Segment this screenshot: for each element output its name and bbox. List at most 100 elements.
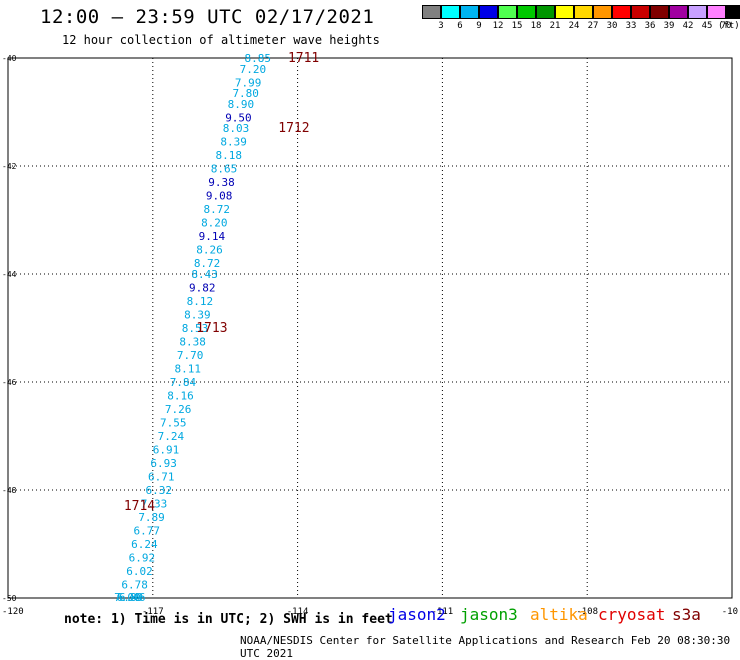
wave-height-point: 6.78 xyxy=(121,579,148,592)
satellite-cryosat: cryosat xyxy=(598,605,666,624)
wave-height-point: 7.99 xyxy=(235,76,262,89)
wave-height-point: 6.91 xyxy=(153,444,180,457)
legend-label: 9 xyxy=(476,21,482,31)
wave-height-point: 9.82 xyxy=(189,282,216,295)
wave-height-point: 7.20 xyxy=(240,63,267,76)
legend-label: 15 xyxy=(511,21,523,31)
legend-swatch xyxy=(707,5,726,19)
page-subtitle: 12 hour collection of altimeter wave hei… xyxy=(62,33,380,47)
footer-note: note: 1) Time is in UTC; 2) SWH is in fe… xyxy=(64,612,393,627)
legend-swatch xyxy=(479,5,498,19)
legend-swatch xyxy=(574,5,593,19)
legend-swatch xyxy=(669,5,688,19)
wave-height-point: 7.55 xyxy=(160,417,187,430)
lat-tick-label: -40 xyxy=(2,54,17,63)
wave-height-point: 6.32 xyxy=(146,484,173,497)
legend-swatch xyxy=(422,5,441,19)
wave-height-point: 8.65 xyxy=(211,163,238,176)
legend-label: 21 xyxy=(549,21,561,31)
legend-label: 36 xyxy=(644,21,656,31)
satellite-s3a: s3a xyxy=(672,605,701,624)
legend-swatch xyxy=(441,5,460,19)
wave-height-point: 7.24 xyxy=(158,430,185,443)
wave-height-point: 8.26 xyxy=(196,244,223,257)
legend-swatch xyxy=(593,5,612,19)
wave-height-point: 8.43 xyxy=(191,268,218,281)
legend-swatch xyxy=(688,5,707,19)
lon-tick-label: -10 xyxy=(722,607,738,617)
wave-height-point: 6.02 xyxy=(126,565,152,578)
wave-height-point: 8.16 xyxy=(167,390,194,403)
wave-height-point: 6.24 xyxy=(131,538,158,551)
time-label: 1711 xyxy=(288,51,319,66)
legend-swatch xyxy=(612,5,631,19)
wave-height-point: 7.26 xyxy=(165,403,192,416)
wave-height-point: 6.71 xyxy=(148,471,175,484)
legend-label: 33 xyxy=(625,21,637,31)
lat-tick-label: -42 xyxy=(2,162,17,171)
wave-height-point: 7.84 xyxy=(170,376,197,389)
wave-height-point: 8.85 xyxy=(245,52,271,65)
lon-tick-label: -120 xyxy=(2,607,24,617)
wave-height-point: 8.72 xyxy=(194,257,221,270)
legend-label: 24 xyxy=(568,21,580,31)
wave-height-point: 8.39 xyxy=(184,309,211,322)
lat-tick-label: -48 xyxy=(2,486,17,495)
footer-credit: NOAA/NESDIS Center for Satellite Applica… xyxy=(240,634,731,660)
time-label: 1712 xyxy=(278,121,309,136)
wave-height-point: 8.11 xyxy=(175,363,202,376)
legend-label: 12 xyxy=(492,21,504,31)
page-title: 12:00 – 23:59 UTC 02/17/2021 xyxy=(40,6,375,28)
legend-unit: (ft) xyxy=(718,21,740,31)
legend-label: 18 xyxy=(530,21,542,31)
satellite-jason2: jason2 xyxy=(388,605,446,624)
wave-height-point: 7.70 xyxy=(177,349,204,362)
time-label: 1714 xyxy=(124,499,155,514)
legend-label: 6 xyxy=(457,21,463,31)
legend-label: 3 xyxy=(438,21,444,31)
wave-height-point: 6.77 xyxy=(133,525,160,538)
wave-height-point: 9.50 xyxy=(225,111,252,124)
legend-label: 42 xyxy=(682,21,694,31)
satellite-jason3: jason3 xyxy=(460,605,518,624)
satellite-altika: altika xyxy=(530,605,588,624)
wave-height-point: 8.03 xyxy=(223,122,250,135)
legend-label: 45 xyxy=(701,21,713,31)
legend-swatch xyxy=(726,5,740,19)
wave-height-point: 6.89 xyxy=(117,591,144,604)
map-frame xyxy=(7,57,733,599)
wave-height-point: 8.53 xyxy=(182,322,209,335)
wave-height-point: 9.08 xyxy=(206,190,233,203)
wave-height-point: 8.20 xyxy=(201,217,228,230)
wave-height-point: 6.92 xyxy=(129,552,156,565)
legend-swatch xyxy=(460,5,479,19)
legend-swatch xyxy=(555,5,574,19)
wave-height-point: 8.18 xyxy=(216,149,243,162)
legend-label: 27 xyxy=(587,21,599,31)
wave-height-point: 7.80 xyxy=(232,87,259,100)
legend-label: 30 xyxy=(606,21,618,31)
lon-tick-label: -114 xyxy=(287,607,309,617)
legend-label: 70 xyxy=(720,21,732,31)
wave-height-point: 9.38 xyxy=(208,176,235,189)
wave-height-point: 8.12 xyxy=(187,295,214,308)
lat-tick-label: -46 xyxy=(2,378,17,387)
wave-height-point: 8.38 xyxy=(179,336,206,349)
wave-height-point: 8.39 xyxy=(220,136,247,149)
lon-tick-label: -108 xyxy=(576,607,598,617)
lat-tick-label: -50 xyxy=(2,594,17,603)
legend-swatch xyxy=(517,5,536,19)
wave-height-point: 6.93 xyxy=(150,457,177,470)
lon-tick-label: -111 xyxy=(432,607,454,617)
wave-height-point: 8.72 xyxy=(203,203,230,216)
lon-tick-label: -117 xyxy=(142,607,164,617)
wave-height-point: 7.00 xyxy=(114,591,141,604)
wave-height-point: 8.90 xyxy=(228,98,255,111)
legend-swatch xyxy=(498,5,517,19)
legend-label: 39 xyxy=(663,21,675,31)
wave-height-point: 7.89 xyxy=(138,511,165,524)
legend-swatch xyxy=(650,5,669,19)
wave-height-point: 9.14 xyxy=(199,230,226,243)
